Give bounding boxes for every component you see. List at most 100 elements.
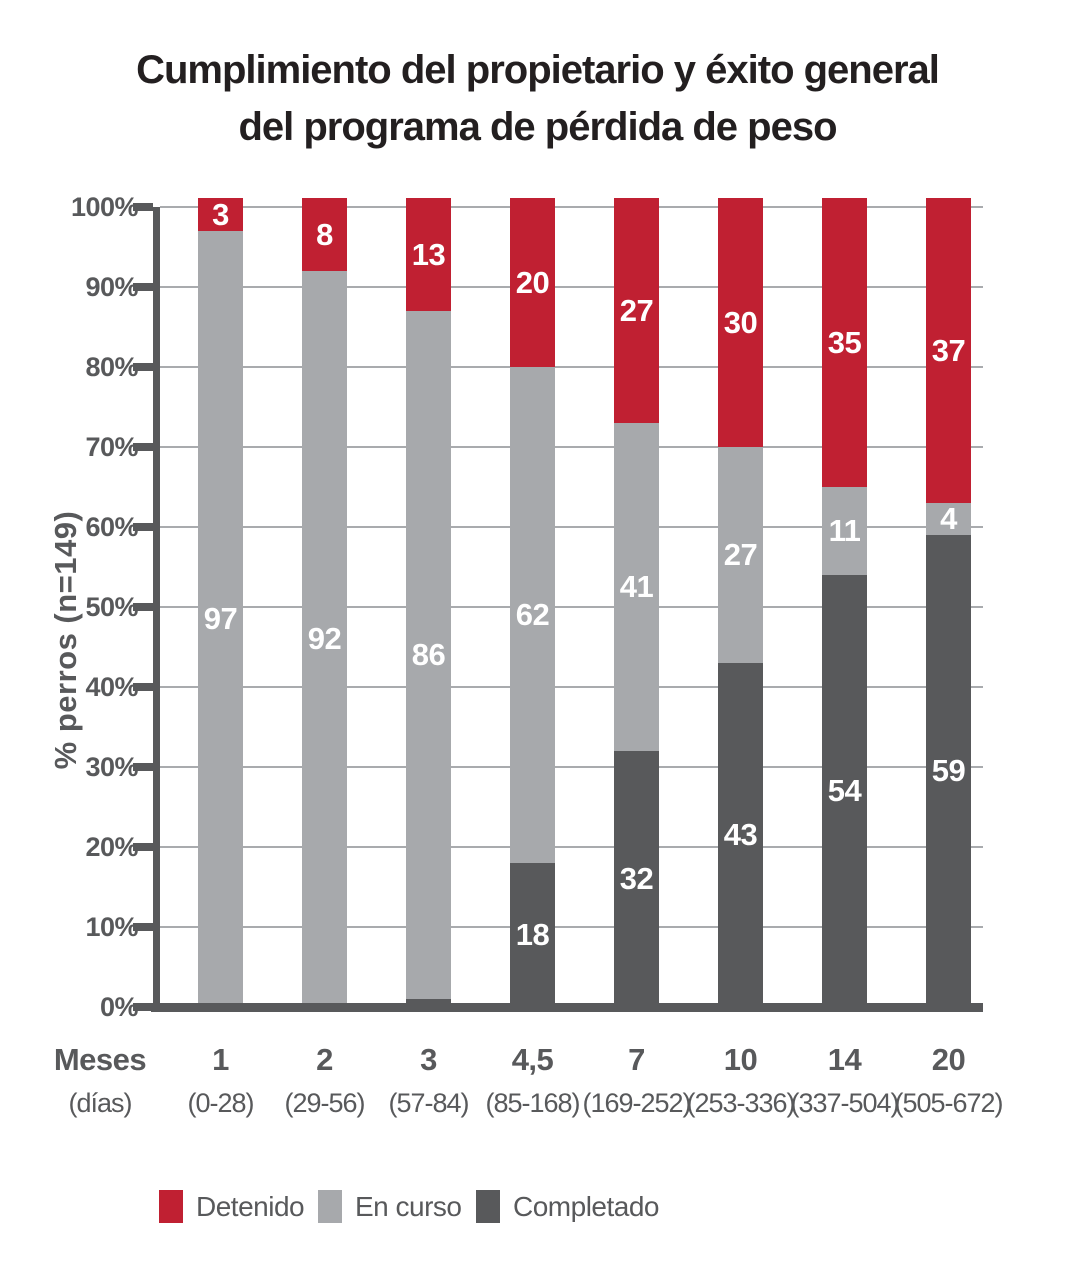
bar-month-10: 43 27 30: [718, 198, 763, 1007]
x-axis-baseline: [151, 1003, 983, 1012]
legend-swatch-en-curso: [318, 1190, 342, 1223]
y-axis-tick-80%: [133, 363, 153, 371]
segment-value-label: 18: [515, 917, 550, 952]
gridline-100%: [160, 206, 983, 208]
segment-completado: 54: [822, 575, 867, 1007]
x-label-days: (337-504): [790, 1088, 899, 1118]
x-label-days: (169-252): [582, 1088, 691, 1118]
segment-value-label: 59: [931, 753, 966, 788]
y-axis-tick-label: 100%: [70, 192, 139, 222]
segment-value-label: 27: [723, 537, 758, 572]
legend-label-completado: Completado: [513, 1190, 659, 1222]
gridline-10%: [160, 926, 983, 928]
x-axis-header-months: Meses: [53, 1042, 147, 1077]
segment-en-curso: 86: [406, 311, 451, 999]
segment-completado: 18: [510, 863, 555, 1007]
legend-swatch-detenido: [159, 1190, 183, 1223]
x-label-days: (57-84): [388, 1088, 469, 1118]
x-label-months: 2: [316, 1042, 333, 1077]
y-axis-tick-label: 60%: [85, 512, 138, 542]
bar-month-2: 92 8: [302, 198, 347, 1007]
segment-en-curso: 11: [822, 487, 867, 575]
segment-detenido: 30: [718, 198, 763, 447]
bar-month-4,5: 18 62 20: [510, 198, 555, 1007]
x-label-days: (253-336): [686, 1088, 795, 1118]
bar-month-20: 59 4 37: [926, 198, 971, 1007]
gridline-60%: [160, 526, 983, 528]
legend-label-en-curso: En curso: [355, 1190, 462, 1222]
segment-value-label: 62: [515, 597, 550, 632]
y-axis-tick-30%: [133, 763, 153, 771]
x-axis-header-days: (días): [68, 1088, 132, 1118]
x-label-months: 20: [931, 1042, 966, 1077]
gridline-40%: [160, 686, 983, 688]
y-axis-tick-0%: [133, 1003, 153, 1011]
segment-value-label: 86: [411, 637, 446, 672]
gridline-20%: [160, 846, 983, 848]
x-label-months: 4,5: [511, 1042, 554, 1077]
x-label-months: 3: [420, 1042, 437, 1077]
segment-value-label: 35: [827, 324, 862, 360]
segment-value-label: 8: [316, 216, 333, 252]
segment-value-label: 3: [212, 196, 229, 232]
y-axis-tick-label: 80%: [85, 352, 138, 382]
segment-completado: 32: [614, 751, 659, 1007]
y-axis-tick-90%: [133, 283, 153, 291]
legend-swatch-completado: [476, 1190, 500, 1223]
segment-en-curso: 92: [302, 271, 347, 1007]
segment-detenido: 8: [302, 198, 347, 271]
segment-value-label: 20: [515, 264, 550, 300]
x-label-days: (85-168): [485, 1088, 580, 1118]
segment-en-curso: 97: [198, 231, 243, 1007]
segment-value-label: 4: [940, 501, 957, 536]
legend-label-detenido: Detenido: [196, 1190, 305, 1222]
segment-detenido: 37: [926, 198, 971, 503]
gridline-50%: [160, 606, 983, 608]
chart-title-line2: del programa de pérdida de peso: [238, 104, 837, 149]
gridline-80%: [160, 366, 983, 368]
segment-value-label: 97: [203, 601, 238, 636]
plot-area: 9739281861318622032412743273054113559437: [160, 197, 983, 1007]
segment-detenido: 27: [614, 198, 659, 423]
segment-en-curso: 27: [718, 447, 763, 663]
y-axis-tick-60%: [133, 523, 153, 531]
x-label-days: (29-56): [284, 1088, 365, 1118]
y-axis-title: % perros (n=149): [48, 510, 83, 770]
y-axis-tick-70%: [133, 443, 153, 451]
y-axis-line: [153, 207, 160, 1010]
bar-month-1: 97 3: [198, 197, 243, 1007]
y-axis-tick-label: 70%: [85, 432, 138, 462]
legend-item-completado: Completado: [476, 1190, 659, 1223]
gridline-90%: [160, 286, 983, 288]
y-axis-tick-40%: [133, 683, 153, 691]
legend-item-en-curso: En curso: [318, 1190, 462, 1223]
y-axis-tick-label: 30%: [85, 752, 138, 782]
segment-en-curso: 62: [510, 367, 555, 863]
y-axis-tick-50%: [133, 603, 153, 611]
gridline-70%: [160, 446, 983, 448]
y-axis-tick-100%: [133, 203, 153, 211]
x-label-months: 10: [723, 1042, 758, 1077]
gridline-30%: [160, 766, 983, 768]
segment-value-label: 32: [619, 861, 654, 896]
bar-month-3: 18613: [406, 198, 451, 1007]
legend-item-detenido: Detenido: [159, 1190, 305, 1223]
segment-value-label: 41: [619, 569, 654, 604]
y-axis-tick-label: 20%: [85, 832, 138, 862]
segment-value-label: 37: [931, 332, 966, 368]
chart-title-line1: Cumplimiento del propietario y éxito gen…: [136, 48, 940, 92]
segment-value-label: 92: [307, 621, 342, 656]
y-axis-tick-label: 0%: [99, 992, 139, 1022]
segment-value-label: 43: [723, 817, 758, 852]
segment-detenido: 35: [822, 198, 867, 487]
x-label-days: (0-28): [187, 1088, 254, 1118]
y-axis-tick-label: 50%: [85, 592, 138, 622]
segment-detenido: 20: [510, 198, 555, 367]
x-label-months: 14: [827, 1042, 862, 1077]
y-axis-tick-20%: [133, 843, 153, 851]
segment-value-label: 30: [723, 304, 758, 340]
segment-value-label: 54: [827, 773, 862, 808]
x-label-months: 1: [212, 1042, 229, 1077]
segment-value-label: 13: [411, 236, 446, 272]
bar-month-7: 32 41 27: [614, 198, 659, 1007]
